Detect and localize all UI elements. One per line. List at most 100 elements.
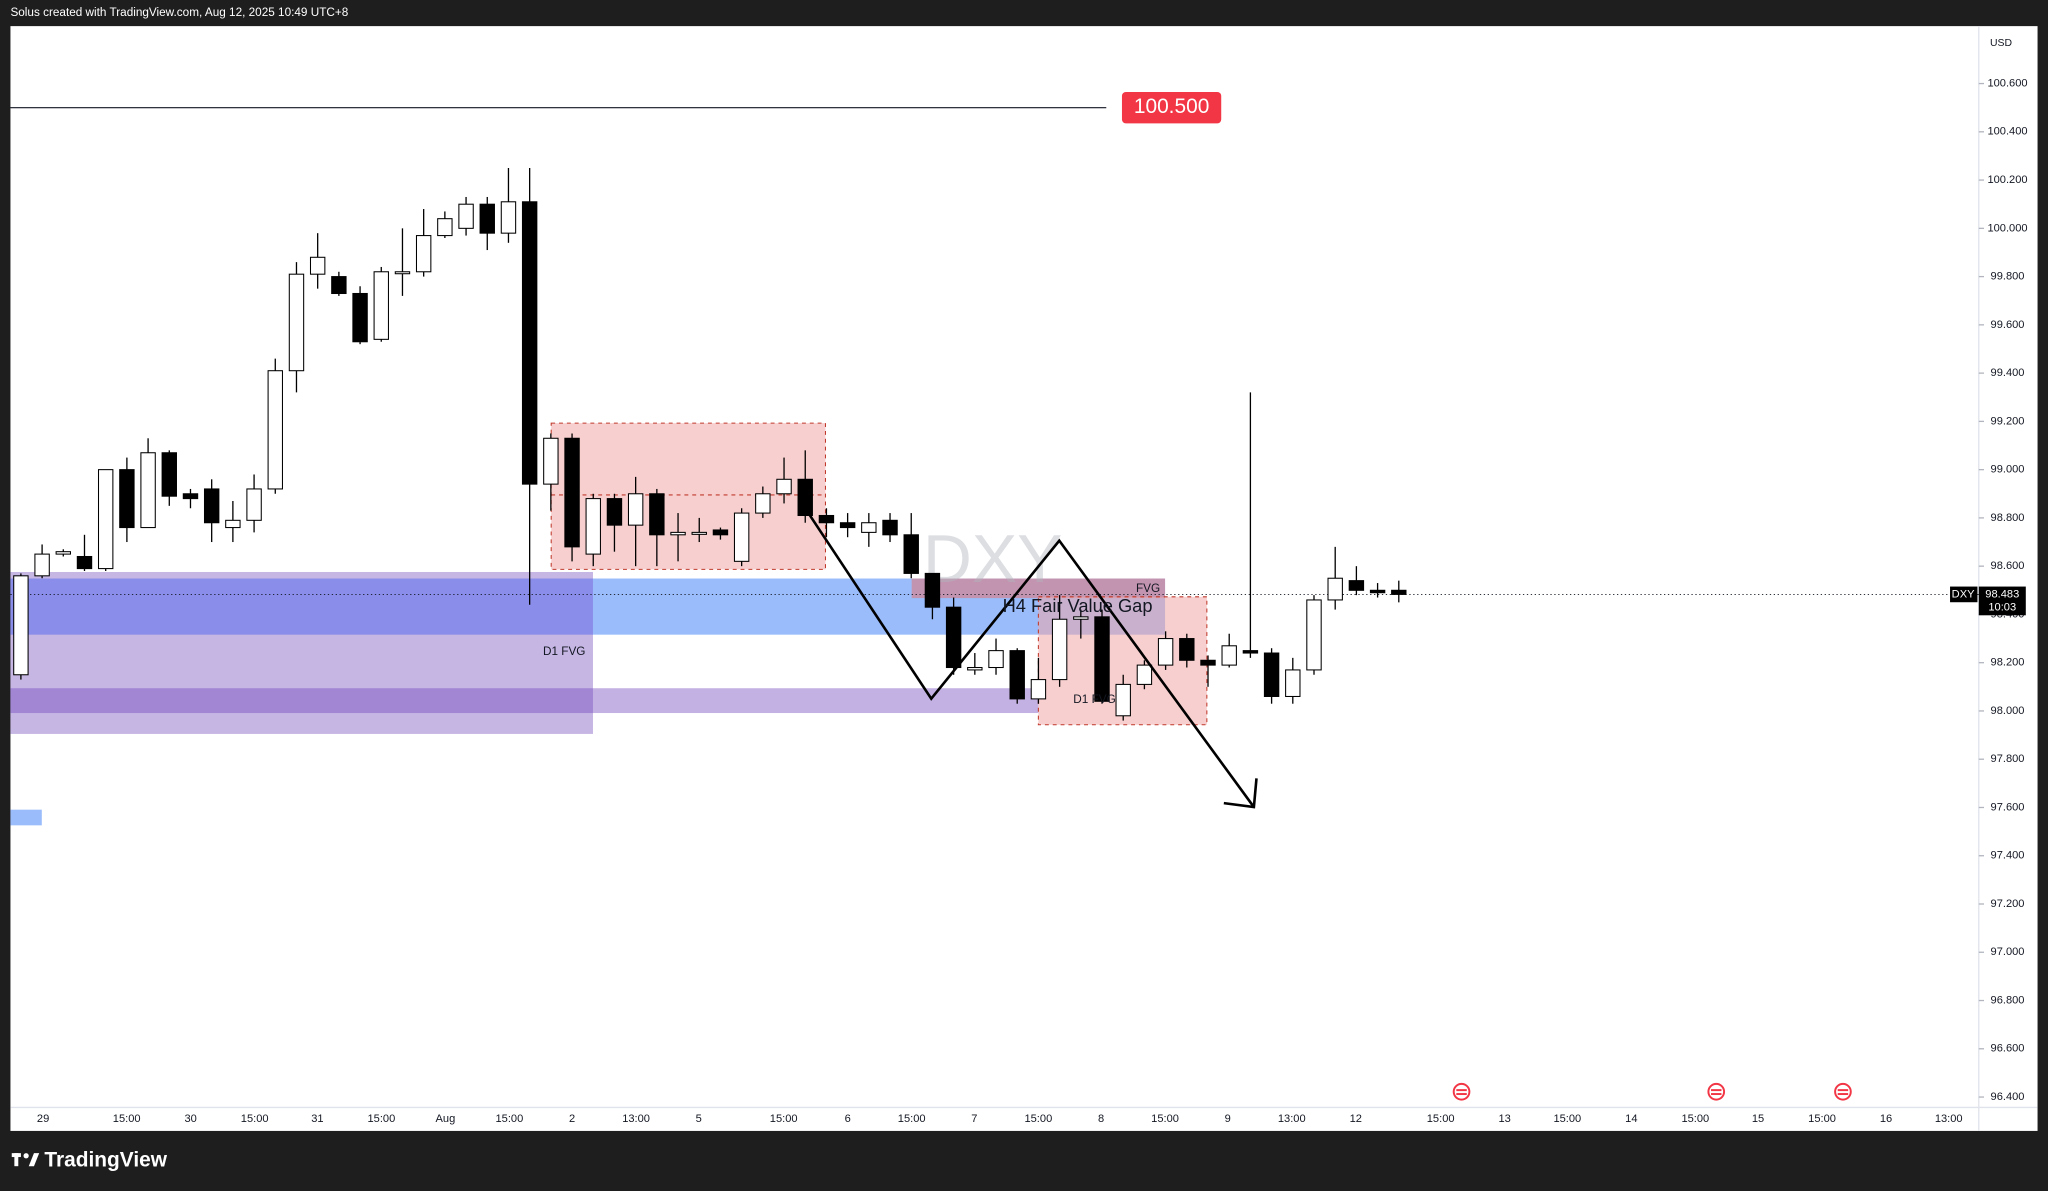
candle	[606, 493, 623, 552]
y-tick-label: 97.400	[1991, 850, 2025, 862]
annotation: H4 Fair Value Gap	[1003, 595, 1153, 616]
candle-body	[394, 271, 411, 275]
candle	[500, 168, 517, 243]
candle-body	[225, 519, 241, 529]
x-tick-label: 2	[569, 1113, 575, 1125]
candle-body	[458, 203, 474, 229]
zone	[10, 809, 42, 826]
event-flag	[1707, 1082, 1726, 1101]
y-tick-label: 99.000	[1991, 464, 2025, 476]
candle-body	[564, 437, 580, 548]
y-tick-label: 98.200	[1991, 657, 2025, 669]
candle-body	[1391, 589, 1407, 595]
candle	[1115, 674, 1131, 721]
candle	[140, 438, 156, 529]
candle	[246, 474, 262, 533]
candle-body	[161, 452, 177, 497]
y-tick-label: 98.600	[1991, 560, 2025, 572]
x-tick-label: 14	[1625, 1113, 1637, 1125]
candle-body	[1327, 577, 1343, 601]
y-tick-label: 100.400	[1987, 126, 2027, 138]
candle-body	[755, 493, 771, 514]
annotation: FVG	[1136, 582, 1160, 595]
candle-body	[1009, 650, 1025, 700]
event-flag-stripe	[1837, 1089, 1849, 1092]
candle	[479, 196, 495, 251]
candle-body	[55, 551, 72, 555]
candle-body	[34, 553, 50, 577]
x-tick-label: 15:00	[1427, 1113, 1455, 1125]
candle-body	[267, 370, 283, 490]
candle-body	[543, 437, 559, 485]
x-tick-label: 29	[37, 1113, 49, 1125]
event-flag	[1452, 1082, 1471, 1101]
event-flag	[1834, 1082, 1852, 1101]
candle	[182, 488, 199, 509]
x-tick-label: 15:00	[368, 1113, 396, 1125]
candle-body	[1157, 638, 1174, 666]
candle	[776, 457, 792, 504]
candle	[1157, 631, 1174, 670]
x-tick-label: 15:00	[1808, 1113, 1836, 1125]
candle-body	[861, 522, 877, 533]
candle-body	[1030, 679, 1047, 700]
candle-body	[967, 666, 983, 671]
candle	[882, 513, 898, 543]
brand: TradingView	[44, 1148, 167, 1171]
candle	[352, 286, 368, 345]
candle-body	[649, 493, 665, 536]
candle	[670, 513, 686, 562]
annotation: D1 FVG	[1073, 693, 1115, 706]
candle	[1306, 595, 1322, 675]
candle	[34, 544, 50, 579]
candle-body	[119, 469, 135, 529]
candle	[903, 513, 919, 579]
candle-body	[839, 522, 856, 529]
candle-body	[1348, 580, 1365, 591]
candle-body	[415, 235, 432, 273]
candle	[1179, 633, 1195, 668]
candle	[1136, 660, 1153, 690]
candle	[1009, 648, 1025, 704]
candle-body	[882, 519, 898, 536]
candle	[839, 513, 856, 538]
candle	[415, 209, 432, 277]
candle	[543, 433, 559, 511]
y-tick-label: 100.200	[1987, 174, 2027, 186]
candle-body	[1136, 664, 1153, 685]
candle-body	[585, 498, 601, 555]
candle	[585, 493, 601, 567]
candle-body	[1051, 618, 1068, 681]
candle-body	[1179, 638, 1195, 661]
x-tick-label: 15:00	[770, 1113, 798, 1125]
y-tick-label: 99.600	[1991, 319, 2025, 331]
candle-body	[246, 488, 262, 521]
candle	[1221, 633, 1237, 668]
candle	[924, 572, 941, 620]
y-tick-label: 96.600	[1991, 1043, 2025, 1055]
candle-body	[712, 529, 729, 536]
countdown: 10:03	[1988, 601, 2016, 613]
last-price-label: 98.483	[1985, 588, 2019, 600]
event-flag-stripe	[1456, 1089, 1467, 1092]
candle	[1073, 609, 1089, 639]
x-tick-label: 15:00	[241, 1113, 269, 1125]
candle	[161, 450, 177, 506]
arrow-head	[1223, 778, 1258, 809]
x-tick-label: 15:00	[898, 1113, 926, 1125]
candle-body	[691, 531, 707, 535]
candle-body	[437, 218, 453, 237]
candle	[521, 168, 538, 605]
candle	[76, 534, 93, 571]
candle-body	[1263, 652, 1280, 697]
candle	[309, 233, 326, 289]
symbol-box	[1950, 586, 1978, 603]
candle-body	[670, 531, 686, 536]
candle	[119, 457, 135, 543]
x-tick-label: 9	[1225, 1113, 1231, 1125]
candle	[331, 271, 347, 296]
candle-body	[97, 469, 114, 570]
candle	[437, 211, 453, 238]
event-flag-stripe	[1711, 1089, 1722, 1092]
